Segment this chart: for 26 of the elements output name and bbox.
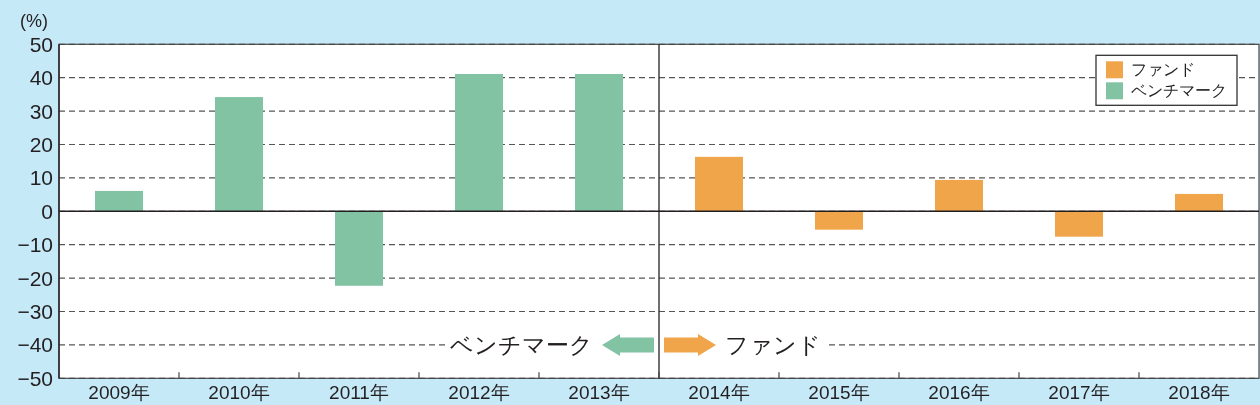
y-tick-label: 40: [29, 66, 53, 90]
x-tick-label: 2009年: [88, 382, 150, 403]
x-tick-label: 2010年: [208, 382, 270, 403]
y-tick-label: −20: [17, 266, 53, 290]
ylabel: (%): [20, 11, 48, 31]
y-tick-label: 30: [29, 99, 53, 123]
x-tick-label: 2012年: [448, 382, 510, 403]
annotation: ベンチマーク: [450, 331, 593, 358]
x-tick-label: 2014年: [688, 382, 750, 403]
x-tick-label: 2011年: [329, 382, 389, 403]
y-tick-label: 0: [41, 199, 53, 223]
annotation: ファンド: [725, 331, 821, 358]
x-tick-label: 2016年: [928, 382, 990, 403]
y-tick-label: −50: [17, 366, 53, 390]
legend-label: ファンド: [1131, 61, 1195, 79]
y-tick-label: 50: [29, 32, 53, 56]
y-tick-label: 10: [29, 166, 53, 190]
legend-label: ベンチマーク: [1131, 82, 1227, 100]
y-tick-label: 20: [29, 133, 53, 156]
y-tick-label: −40: [17, 333, 53, 357]
x-tick-label: 2017年: [1048, 382, 1110, 403]
x-tick-label: 2018年: [1168, 382, 1230, 403]
y-tick-label: −10: [17, 233, 53, 257]
x-tick-label: 2015年: [808, 382, 870, 403]
x-tick-label: 2013年: [568, 382, 630, 403]
y-tick-label: −30: [17, 300, 53, 323]
